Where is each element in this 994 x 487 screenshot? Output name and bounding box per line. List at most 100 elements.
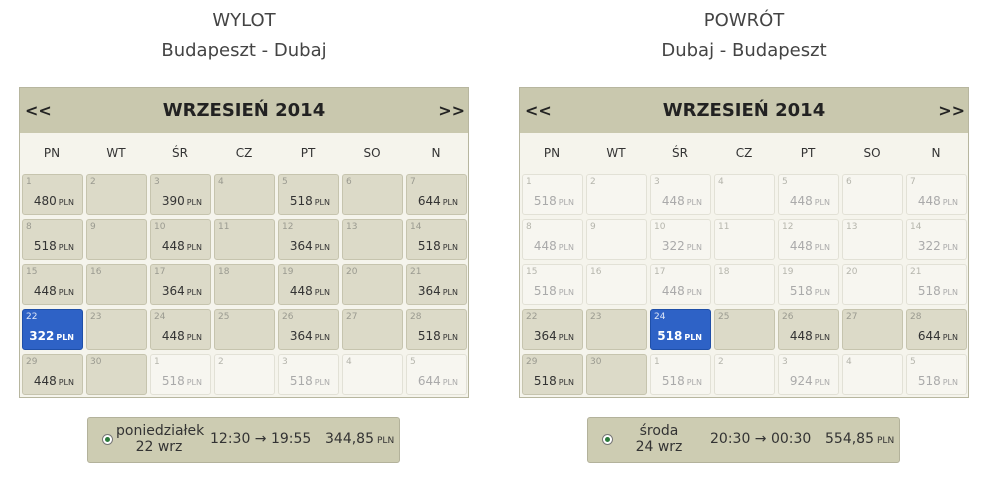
day-price: 518 bbox=[533, 374, 557, 388]
next-month-button[interactable]: >> bbox=[938, 101, 965, 120]
day-price: 448 bbox=[533, 239, 557, 253]
day-number: 8 bbox=[526, 222, 532, 232]
weekday-label: PN bbox=[543, 146, 561, 160]
route-label: Budapeszt - Dubaj bbox=[161, 40, 327, 61]
day-cell[interactable]: 19 448 PLN bbox=[278, 264, 339, 305]
day-cell[interactable]: 22 364 PLN bbox=[522, 309, 583, 350]
currency: PLN bbox=[58, 243, 74, 252]
currency: PLN bbox=[558, 288, 574, 297]
weekday-label: ŚR bbox=[172, 146, 188, 160]
radio-button[interactable] bbox=[602, 434, 613, 445]
day-price: 518 bbox=[657, 329, 683, 343]
day-number: 24 bbox=[654, 312, 666, 322]
day-cell[interactable]: 21 364 PLN bbox=[406, 264, 467, 305]
day-number: 26 bbox=[282, 312, 294, 322]
day-cell: 30 bbox=[86, 354, 147, 395]
day-price: 448 bbox=[917, 194, 941, 208]
day-number: 6 bbox=[846, 177, 852, 187]
currency: PLN bbox=[186, 333, 202, 342]
day-cell[interactable]: 17 364 PLN bbox=[150, 264, 211, 305]
day-number: 1 bbox=[26, 177, 32, 187]
day-price-group: 644 PLN bbox=[418, 194, 458, 208]
day-cell[interactable]: 3 390 PLN bbox=[150, 174, 211, 215]
day-price-group: 448 PLN bbox=[534, 239, 574, 253]
day-cell: 6 bbox=[842, 174, 903, 215]
day-cell[interactable]: 26 364 PLN bbox=[278, 309, 339, 350]
day-cell[interactable]: 26 448 PLN bbox=[778, 309, 839, 350]
day-cell[interactable]: 22 322 PLN bbox=[22, 309, 83, 350]
prev-month-button[interactable]: << bbox=[25, 101, 52, 120]
selected-flight[interactable]: poniedziałek 22 wrz 12:30 → 19:55 344,85 PLN bbox=[87, 417, 400, 463]
day-price: 448 bbox=[33, 284, 57, 298]
day-cell[interactable]: 29 518 PLN bbox=[522, 354, 583, 395]
day-price: 448 bbox=[161, 329, 185, 343]
day-cell[interactable]: 5 518 PLN bbox=[278, 174, 339, 215]
day-cell[interactable]: 28 518 PLN bbox=[406, 309, 467, 350]
day-cell[interactable]: 15 448 PLN bbox=[22, 264, 83, 305]
day-number: 14 bbox=[410, 222, 422, 232]
day-number: 12 bbox=[782, 222, 794, 232]
day-price-group: 644 PLN bbox=[418, 374, 458, 388]
day-cell[interactable]: 12 364 PLN bbox=[278, 219, 339, 260]
currency: PLN bbox=[442, 333, 458, 342]
day-number: 13 bbox=[846, 222, 858, 232]
day-cell: 23 bbox=[86, 309, 147, 350]
day-number: 26 bbox=[782, 312, 794, 322]
day-cell[interactable]: 7 644 PLN bbox=[406, 174, 467, 215]
day-number: 5 bbox=[910, 357, 916, 367]
day-cell[interactable]: 24 448 PLN bbox=[150, 309, 211, 350]
currency: PLN bbox=[686, 198, 702, 207]
day-price-group: 322 PLN bbox=[918, 239, 958, 253]
day-price: 448 bbox=[161, 239, 185, 253]
day-number: 11 bbox=[218, 222, 230, 232]
currency: PLN bbox=[558, 333, 574, 342]
day-cell[interactable]: 1 480 PLN bbox=[22, 174, 83, 215]
day-number: 28 bbox=[910, 312, 922, 322]
day-number: 22 bbox=[526, 312, 538, 322]
day-cell: 25 bbox=[714, 309, 775, 350]
currency: PLN bbox=[942, 333, 958, 342]
radio-button[interactable] bbox=[102, 434, 113, 445]
day-number: 14 bbox=[910, 222, 922, 232]
prev-month-button[interactable]: << bbox=[525, 101, 552, 120]
day-number: 28 bbox=[410, 312, 422, 322]
day-cell: 5 518 PLN bbox=[906, 354, 967, 395]
day-number: 19 bbox=[282, 267, 294, 277]
day-cell[interactable]: 29 448 PLN bbox=[22, 354, 83, 395]
day-price-group: 518 PLN bbox=[34, 239, 74, 253]
currency: PLN bbox=[442, 243, 458, 252]
currency: PLN bbox=[558, 378, 574, 387]
day-cell[interactable]: 14 518 PLN bbox=[406, 219, 467, 260]
direction-heading: POWRÓT bbox=[703, 10, 785, 31]
currency: PLN bbox=[942, 378, 958, 387]
direction-heading: WYLOT bbox=[212, 10, 276, 31]
currency: PLN bbox=[377, 436, 395, 446]
day-price-group: 364 PLN bbox=[162, 284, 202, 298]
day-price-group: 518 PLN bbox=[918, 284, 958, 298]
day-cell: 8 448 PLN bbox=[522, 219, 583, 260]
day-price: 364 bbox=[533, 329, 557, 343]
day-price-group: 448 PLN bbox=[162, 239, 202, 253]
month-bar: WRZESIEŃ 2014 << >> bbox=[20, 88, 468, 133]
route-label: Dubaj - Budapeszt bbox=[661, 40, 827, 61]
day-price-group: 364 PLN bbox=[290, 239, 330, 253]
next-month-button[interactable]: >> bbox=[438, 101, 465, 120]
day-cell: 7 448 PLN bbox=[906, 174, 967, 215]
day-number: 5 bbox=[282, 177, 288, 187]
day-price: 448 bbox=[661, 194, 685, 208]
day-cell[interactable]: 8 518 PLN bbox=[22, 219, 83, 260]
currency: PLN bbox=[314, 288, 330, 297]
day-cell[interactable]: 28 644 PLN bbox=[906, 309, 967, 350]
day-cell: 4 bbox=[842, 354, 903, 395]
calendar-panel: WYLOT Budapeszt - Dubaj WRZESIEŃ 2014 << >> P… bbox=[19, 0, 469, 487]
day-number: 4 bbox=[346, 357, 352, 367]
day-price: 518 bbox=[161, 374, 185, 388]
selected-flight[interactable]: środa 24 wrz 20:30 → 00:30 554,85 PLN bbox=[587, 417, 900, 463]
day-price-group: 518 PLN bbox=[290, 374, 330, 388]
day-cell[interactable]: 24 518 PLN bbox=[650, 309, 711, 350]
day-price-group: 390 PLN bbox=[162, 194, 202, 208]
day-cell[interactable]: 10 448 PLN bbox=[150, 219, 211, 260]
day-price-group: 518 PLN bbox=[918, 374, 958, 388]
day-cell: 14 322 PLN bbox=[906, 219, 967, 260]
currency: PLN bbox=[942, 288, 958, 297]
